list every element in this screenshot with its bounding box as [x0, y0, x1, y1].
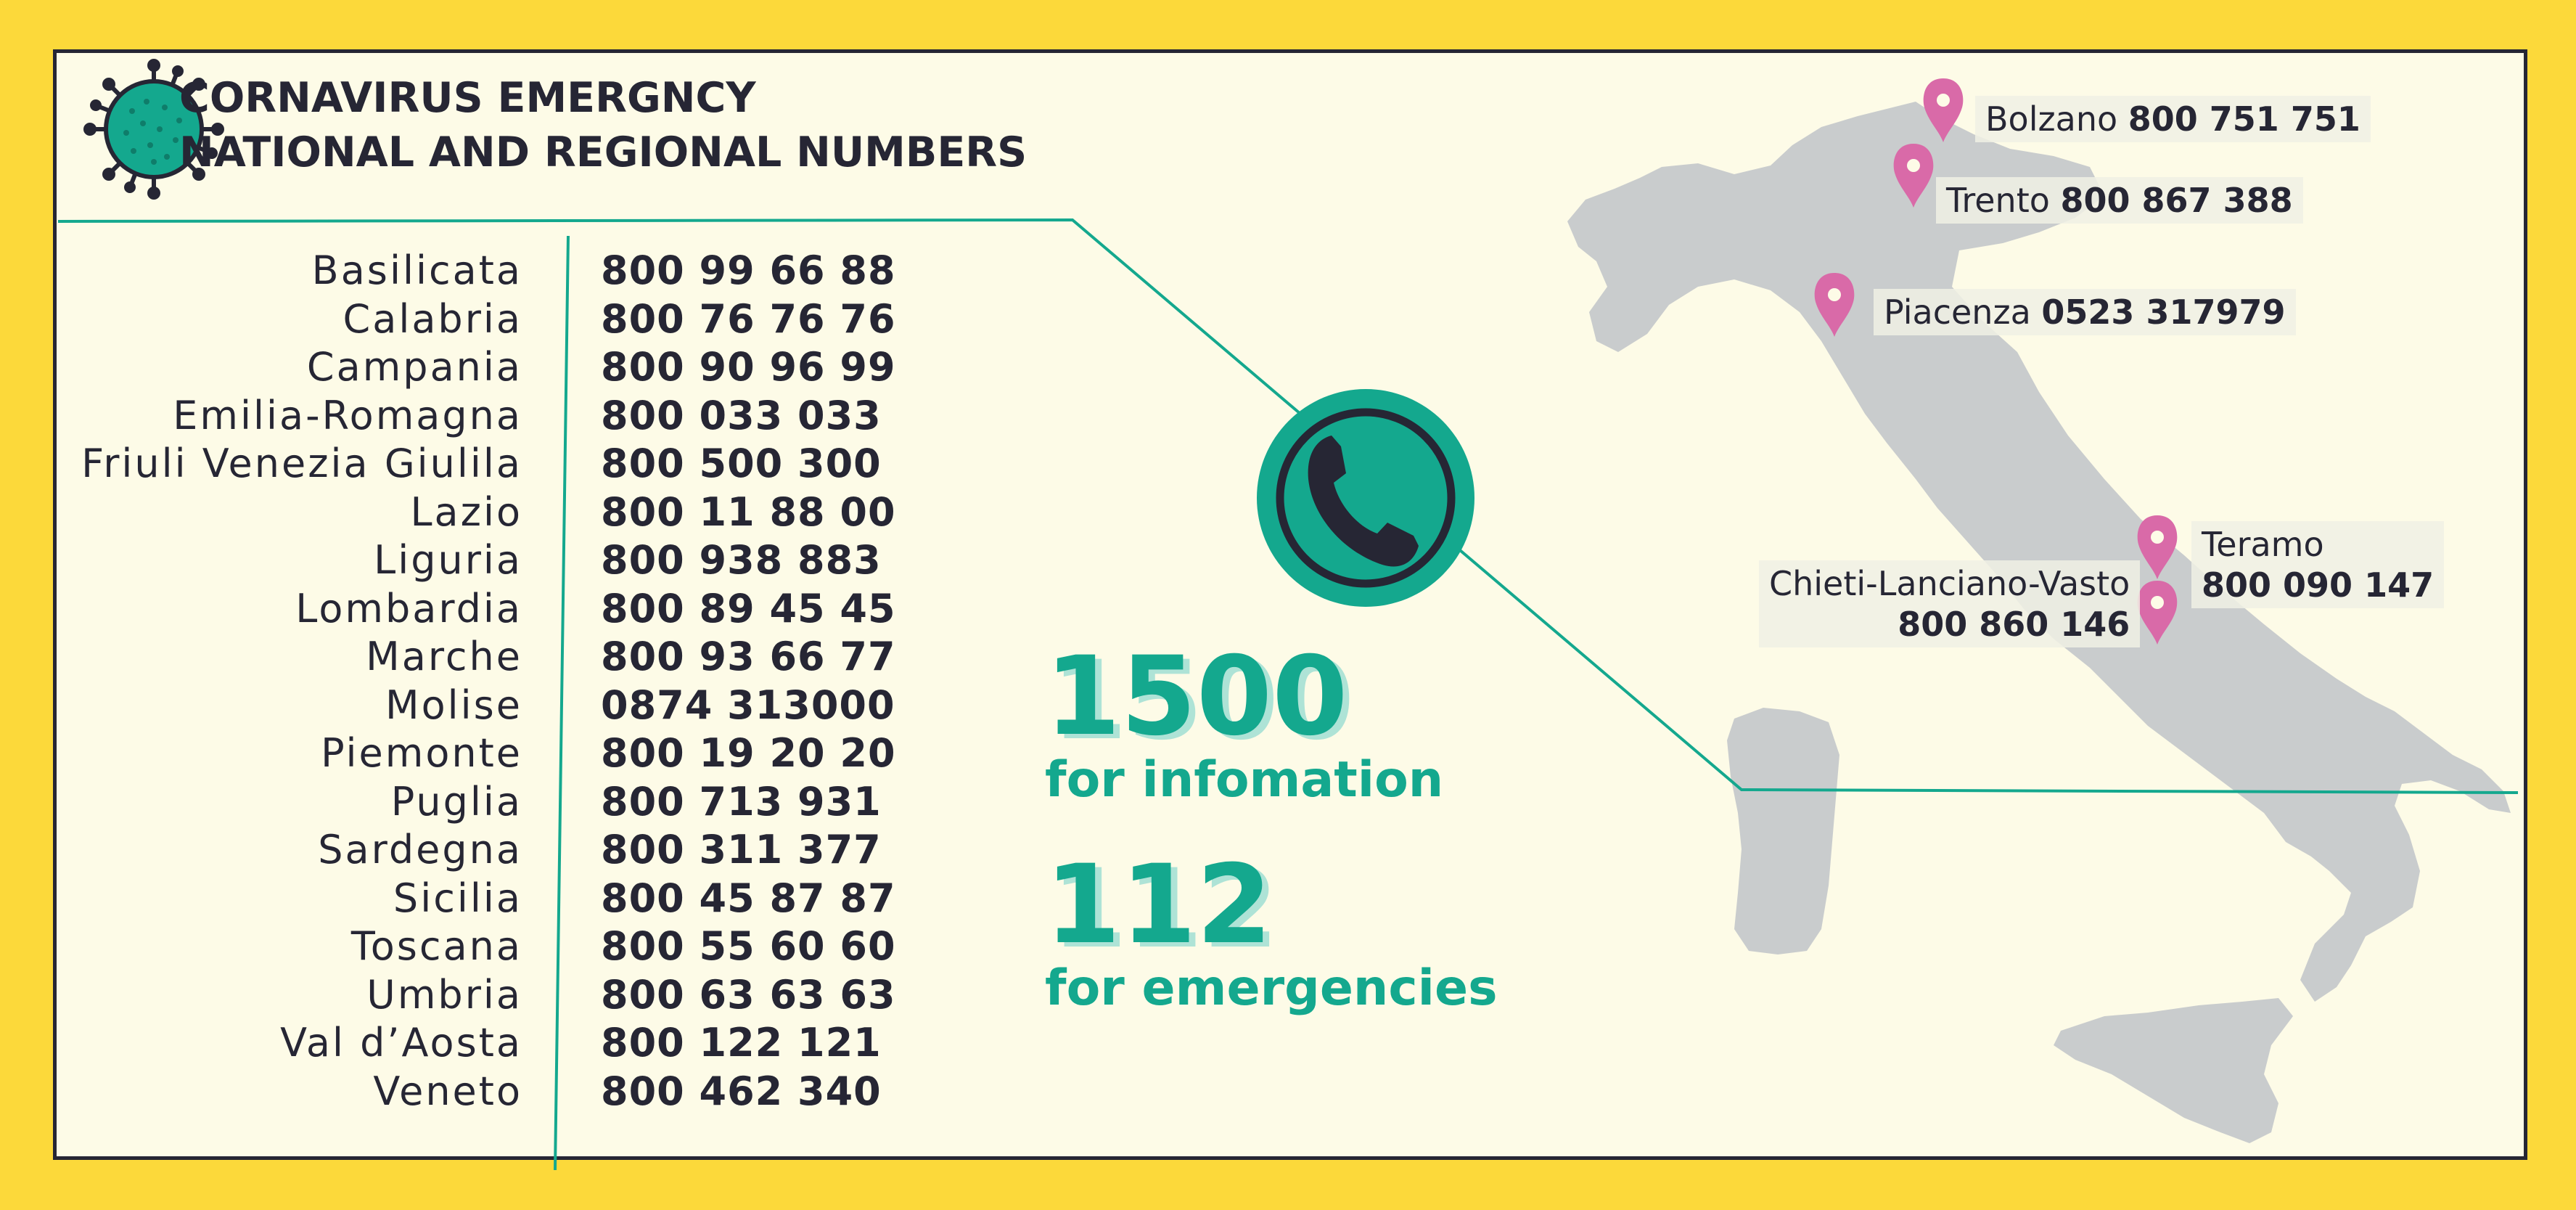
region-name: Veneto	[373, 1068, 522, 1114]
city-number: 800 860 146	[1898, 605, 2130, 644]
region-name: Friuli Venezia Giulila	[81, 441, 522, 486]
region-number: 800 938 883	[601, 537, 882, 583]
phone-icon	[1257, 389, 1474, 607]
region-number: 800 19 20 20	[601, 730, 896, 776]
region-name: Sardegna	[318, 827, 522, 872]
region-number: 800 311 377	[601, 827, 882, 872]
region-name: Liguria	[374, 537, 522, 583]
region-number: 800 89 45 45	[601, 585, 896, 631]
info-number: 1500	[1045, 634, 1348, 760]
sardinia	[1727, 708, 1839, 954]
city-label-teramo: Teramo 800 090 147	[2191, 521, 2445, 608]
region-numbers-list: 800 99 66 88 800 76 76 76 800 90 96 99 8…	[601, 247, 1036, 1116]
map-line	[1459, 549, 2519, 794]
italy-map	[1567, 102, 2511, 1143]
region-number: 800 713 931	[601, 778, 882, 825]
page-title: CORNAVIRUS EMERGNCY NATIONAL AND REGIONA…	[179, 71, 1027, 180]
region-number: 800 462 340	[601, 1068, 882, 1114]
region-number: 800 11 88 00	[601, 489, 896, 535]
region-name: Puglia	[390, 778, 522, 825]
region-number: 800 122 121	[601, 1020, 882, 1066]
region-number: 0874 313000	[601, 682, 895, 728]
city-name: Bolzano	[1985, 99, 2118, 139]
title-line-1: CORNAVIRUS EMERGNCY	[179, 74, 756, 122]
region-names-list: Basilicata Calabria Campania Emilia-Roma…	[44, 247, 522, 1116]
region-number: 800 45 87 87	[601, 875, 896, 921]
region-name: Val d’Aosta	[280, 1020, 522, 1066]
city-label-chieti: Chieti-Lanciano-Vasto 800 860 146	[1759, 560, 2141, 647]
emergency-label: for emergencies	[1045, 960, 1498, 1017]
city-name: Teramo	[2202, 525, 2324, 564]
virus-icon	[83, 59, 224, 200]
map-pin-icon	[2137, 581, 2178, 645]
region-name: Umbria	[366, 971, 522, 1018]
region-number: 800 55 60 60	[601, 923, 896, 969]
region-number: 800 033 033	[601, 392, 882, 438]
region-name: Piemonte	[321, 730, 522, 776]
map-pin-icon	[1923, 78, 1964, 142]
region-name: Basilicata	[311, 248, 522, 293]
map-pin-icon	[1893, 144, 1934, 208]
city-label-bolzano: Bolzano 800 751 751	[1975, 96, 2371, 142]
city-name: Trento	[1946, 181, 2050, 220]
city-number: 800 867 388	[2060, 181, 2293, 220]
connector-lines	[57, 218, 2519, 1171]
city-label-trento: Trento 800 867 388	[1936, 177, 2303, 224]
region-name: Lazio	[410, 489, 522, 535]
region-number: 800 93 66 77	[601, 634, 896, 679]
city-label-piacenza: Piacenza 0523 317979	[1874, 289, 2296, 335]
region-name: Calabria	[342, 295, 522, 342]
region-name: Marche	[366, 634, 522, 679]
city-name: Piacenza	[1884, 293, 2031, 332]
region-name: Lombardia	[295, 585, 522, 631]
region-number: 800 500 300	[601, 441, 882, 486]
italy-mainland	[1567, 102, 2511, 1002]
sicily	[2054, 998, 2293, 1143]
region-name: Campania	[306, 344, 522, 390]
region-number: 800 63 63 63	[601, 971, 896, 1018]
title-line-2: NATIONAL AND REGIONAL NUMBERS	[179, 128, 1027, 176]
map-pin-icon	[1814, 273, 1855, 337]
info-label: for infomation	[1045, 751, 1444, 809]
map-pins	[1814, 78, 2178, 645]
phone-handset	[1308, 436, 1419, 567]
region-number: 800 99 66 88	[601, 248, 896, 293]
city-number: 800 090 147	[2202, 565, 2435, 605]
city-name: Chieti-Lanciano-Vasto	[1769, 564, 2130, 603]
region-name: Sicilia	[393, 875, 522, 921]
region-name: Emilia-Romagna	[173, 392, 522, 438]
region-name: Molise	[385, 682, 522, 728]
city-number: 800 751 751	[2128, 99, 2360, 139]
header-line	[57, 218, 1302, 415]
map-pin-icon	[2137, 515, 2178, 579]
region-number: 800 90 96 99	[601, 344, 896, 390]
city-number: 0523 317979	[2041, 293, 2286, 332]
divider-line	[554, 235, 570, 1171]
region-name: Toscana	[350, 923, 522, 969]
emergency-number: 112	[1045, 842, 1273, 968]
region-number: 800 76 76 76	[601, 295, 896, 342]
